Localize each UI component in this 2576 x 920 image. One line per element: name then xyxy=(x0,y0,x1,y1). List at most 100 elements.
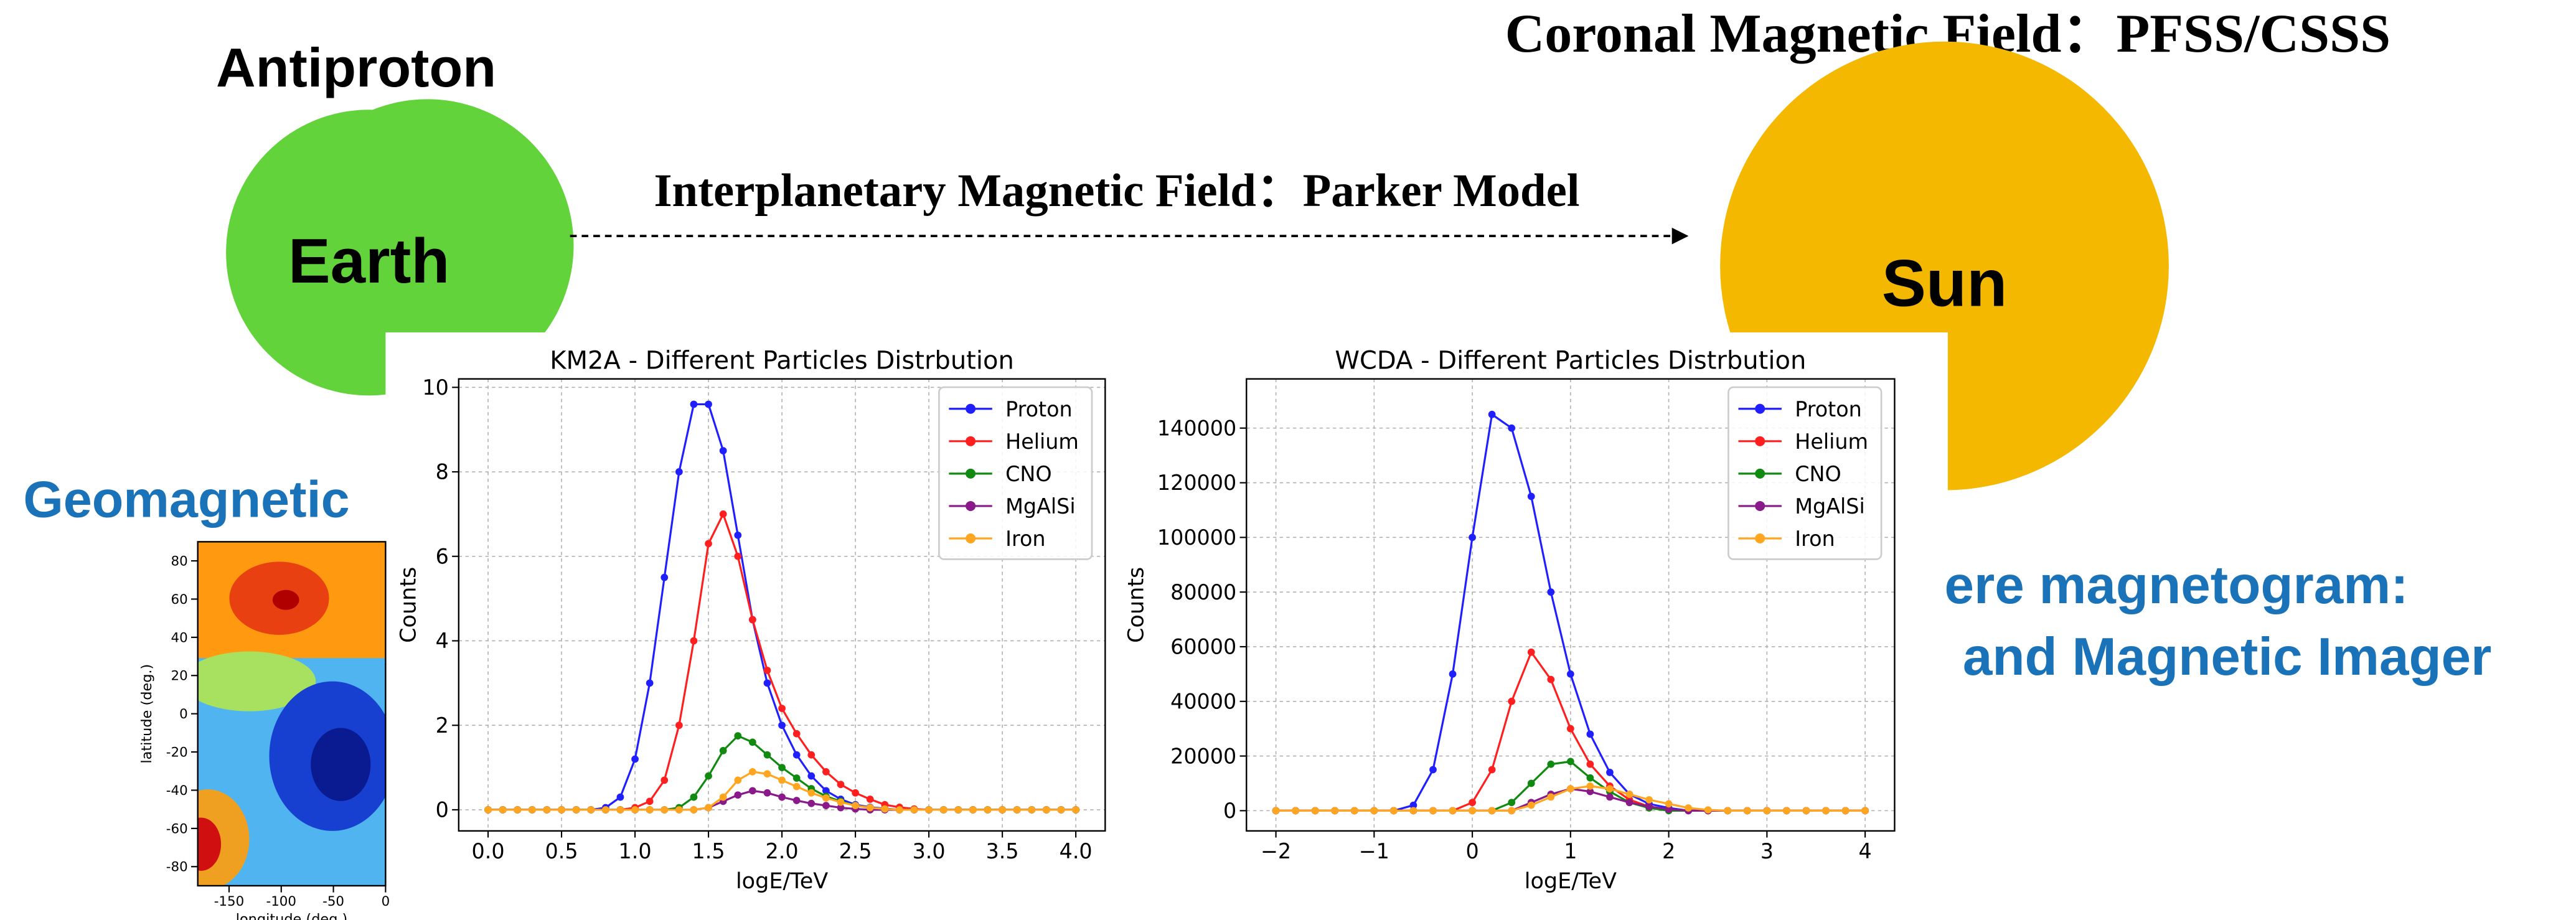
legend-label: MgAlSi xyxy=(1795,494,1864,519)
legend-marker xyxy=(966,436,976,446)
y-tick-label: 120000 xyxy=(1157,471,1236,495)
data-point xyxy=(1469,799,1476,807)
data-point xyxy=(616,793,624,801)
chart-panel xyxy=(385,332,1948,920)
data-point xyxy=(999,806,1006,814)
data-point xyxy=(763,667,771,674)
x-tick-label: 1 xyxy=(1564,839,1577,863)
data-point xyxy=(778,776,786,784)
y-tick-label: -60 xyxy=(166,821,188,837)
data-point xyxy=(778,705,786,712)
y-tick-label: 80000 xyxy=(1170,580,1236,604)
data-point xyxy=(1508,424,1516,432)
data-point xyxy=(1469,533,1476,542)
data-point xyxy=(1566,758,1574,766)
x-tick-label: 0.0 xyxy=(472,839,505,863)
arrow-head xyxy=(1671,227,1689,245)
data-point xyxy=(822,794,830,802)
data-point xyxy=(1508,799,1516,807)
data-point xyxy=(1311,807,1319,815)
data-point xyxy=(734,531,742,539)
data-point xyxy=(1625,791,1634,798)
x-tick-label: 2 xyxy=(1662,839,1675,863)
data-point xyxy=(499,806,507,814)
data-point xyxy=(1743,807,1751,815)
data-point xyxy=(1586,782,1594,790)
plot-frame xyxy=(458,378,1106,832)
data-point xyxy=(572,806,580,814)
y-tick-label: 60 xyxy=(171,592,188,608)
data-point xyxy=(1488,410,1496,418)
legend-label: Proton xyxy=(1005,397,1073,421)
data-point xyxy=(822,802,830,810)
legend-marker xyxy=(966,403,976,414)
legend-marker xyxy=(1755,468,1765,479)
data-point xyxy=(1429,807,1437,815)
data-point xyxy=(925,806,933,814)
legend-marker xyxy=(966,468,976,479)
data-point xyxy=(1057,806,1065,814)
legend-label: CNO xyxy=(1005,462,1052,486)
legend-label: Iron xyxy=(1795,527,1835,551)
y-tick-label: 0 xyxy=(179,706,188,722)
x-tick-label: −2 xyxy=(1261,839,1291,863)
x-axis-label: logE/TeV xyxy=(736,868,828,894)
y-tick-label: -40 xyxy=(166,783,188,799)
data-point xyxy=(763,751,771,759)
data-point xyxy=(807,751,816,759)
data-point xyxy=(719,747,727,754)
data-point xyxy=(792,782,801,791)
sun-label: Sun xyxy=(1882,245,2008,320)
data-point xyxy=(646,679,654,687)
map-cold-core xyxy=(311,728,371,801)
legend-marker xyxy=(966,500,976,511)
data-point xyxy=(705,400,712,408)
data-point xyxy=(1547,675,1555,683)
data-point xyxy=(792,774,801,782)
data-point xyxy=(1449,670,1457,678)
legend-marker xyxy=(1755,500,1765,511)
data-point xyxy=(1645,796,1653,804)
x-tick-label: -100 xyxy=(266,894,296,909)
chart-title: KM2A - Different Particles Distrbution xyxy=(550,347,1014,375)
data-point xyxy=(734,791,742,799)
data-point xyxy=(1685,804,1693,812)
data-point xyxy=(792,751,801,759)
data-point xyxy=(1861,807,1869,815)
legend-label: MgAlSi xyxy=(1005,494,1076,519)
data-point xyxy=(646,806,654,814)
legend-label: Iron xyxy=(1005,527,1045,551)
data-point xyxy=(734,552,742,560)
data-point xyxy=(1566,725,1574,733)
x-axis-label: logE/TeV xyxy=(1525,868,1617,894)
data-point xyxy=(763,679,771,687)
x-tick-label: 0 xyxy=(1465,839,1478,863)
data-point xyxy=(1527,648,1535,656)
y-tick-label: 140000 xyxy=(1157,416,1236,440)
data-point xyxy=(866,796,874,803)
data-point xyxy=(1841,807,1850,815)
data-point xyxy=(852,789,859,797)
y-tick-label: 10 xyxy=(422,375,448,400)
data-point xyxy=(601,806,609,814)
chart: −2 −1 0 1 2 3 4 0 20000 40000 60000 80000 100000 1200… xyxy=(1124,347,1896,894)
data-point xyxy=(1586,730,1594,738)
data-point xyxy=(807,799,816,807)
data-point xyxy=(690,793,698,801)
x-axis-label: longitude (deg.) xyxy=(236,911,348,920)
y-tick-label: 0 xyxy=(436,798,449,822)
data-point xyxy=(1566,670,1574,678)
data-point xyxy=(660,806,669,814)
y-tick-label: 60000 xyxy=(1170,635,1236,659)
data-point xyxy=(705,772,712,780)
x-tick-label: 2.5 xyxy=(839,839,872,863)
data-point xyxy=(1724,807,1732,815)
geomagnetic-label: Geomagnetic xyxy=(23,470,349,528)
data-point xyxy=(558,806,565,814)
data-point xyxy=(910,806,918,814)
legend-box xyxy=(1728,386,1883,560)
y-tick-label: -20 xyxy=(166,745,188,761)
data-point xyxy=(1469,807,1476,815)
data-point xyxy=(1390,807,1398,815)
